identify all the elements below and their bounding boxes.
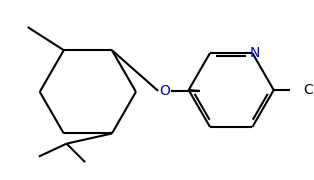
Text: N: N: [249, 46, 259, 60]
Text: Cl: Cl: [303, 83, 314, 97]
Text: O: O: [159, 84, 170, 98]
